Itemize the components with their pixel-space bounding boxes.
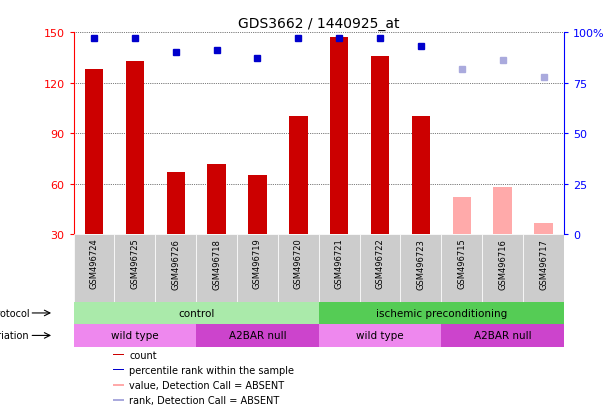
Bar xyxy=(167,173,185,235)
Bar xyxy=(535,223,553,235)
Bar xyxy=(452,198,471,235)
Text: A2BAR null: A2BAR null xyxy=(229,331,286,341)
Bar xyxy=(319,302,564,324)
Text: percentile rank within the sample: percentile rank within the sample xyxy=(129,365,294,375)
Bar xyxy=(113,369,124,370)
Bar xyxy=(196,324,319,347)
Text: wild type: wild type xyxy=(356,331,404,341)
Bar xyxy=(278,235,319,302)
Text: GSM496717: GSM496717 xyxy=(539,238,548,289)
Bar xyxy=(115,235,155,302)
Bar xyxy=(441,235,482,302)
Bar xyxy=(196,235,237,302)
Bar xyxy=(330,38,348,235)
Title: GDS3662 / 1440925_at: GDS3662 / 1440925_at xyxy=(238,17,400,31)
Bar xyxy=(74,302,319,324)
Text: GSM496716: GSM496716 xyxy=(498,238,507,289)
Text: A2BAR null: A2BAR null xyxy=(474,331,531,341)
Bar xyxy=(74,324,196,347)
Bar xyxy=(360,235,400,302)
Text: GSM496718: GSM496718 xyxy=(212,238,221,289)
Text: ischemic preconditioning: ischemic preconditioning xyxy=(376,308,507,318)
Bar xyxy=(319,235,360,302)
Text: GSM496715: GSM496715 xyxy=(457,238,466,289)
Bar xyxy=(113,399,124,401)
Bar xyxy=(113,385,124,386)
Text: GSM496721: GSM496721 xyxy=(335,238,344,289)
Text: count: count xyxy=(129,350,157,360)
Bar xyxy=(289,117,308,235)
Bar xyxy=(126,62,144,235)
Bar xyxy=(412,117,430,235)
Text: GSM496719: GSM496719 xyxy=(253,238,262,289)
Bar xyxy=(155,235,196,302)
Bar xyxy=(74,235,115,302)
Bar xyxy=(237,235,278,302)
Bar xyxy=(319,324,441,347)
Bar xyxy=(207,164,226,235)
Bar xyxy=(441,324,564,347)
Text: genotype/variation: genotype/variation xyxy=(0,331,29,341)
Text: control: control xyxy=(178,308,215,318)
Bar xyxy=(85,70,103,235)
Bar xyxy=(248,176,267,235)
Text: GSM496720: GSM496720 xyxy=(294,238,303,289)
Text: GSM496725: GSM496725 xyxy=(131,238,139,289)
Text: wild type: wild type xyxy=(111,331,159,341)
Bar xyxy=(400,235,441,302)
Text: GSM496724: GSM496724 xyxy=(89,238,99,289)
Text: GSM496722: GSM496722 xyxy=(376,238,384,289)
Text: GSM496726: GSM496726 xyxy=(171,238,180,289)
Text: rank, Detection Call = ABSENT: rank, Detection Call = ABSENT xyxy=(129,395,280,405)
Text: GSM496723: GSM496723 xyxy=(416,238,425,289)
Bar xyxy=(523,235,564,302)
Bar xyxy=(493,188,512,235)
Text: protocol: protocol xyxy=(0,308,29,318)
Bar xyxy=(113,354,124,356)
Bar xyxy=(371,57,389,235)
Text: value, Detection Call = ABSENT: value, Detection Call = ABSENT xyxy=(129,380,284,390)
Bar xyxy=(482,235,523,302)
